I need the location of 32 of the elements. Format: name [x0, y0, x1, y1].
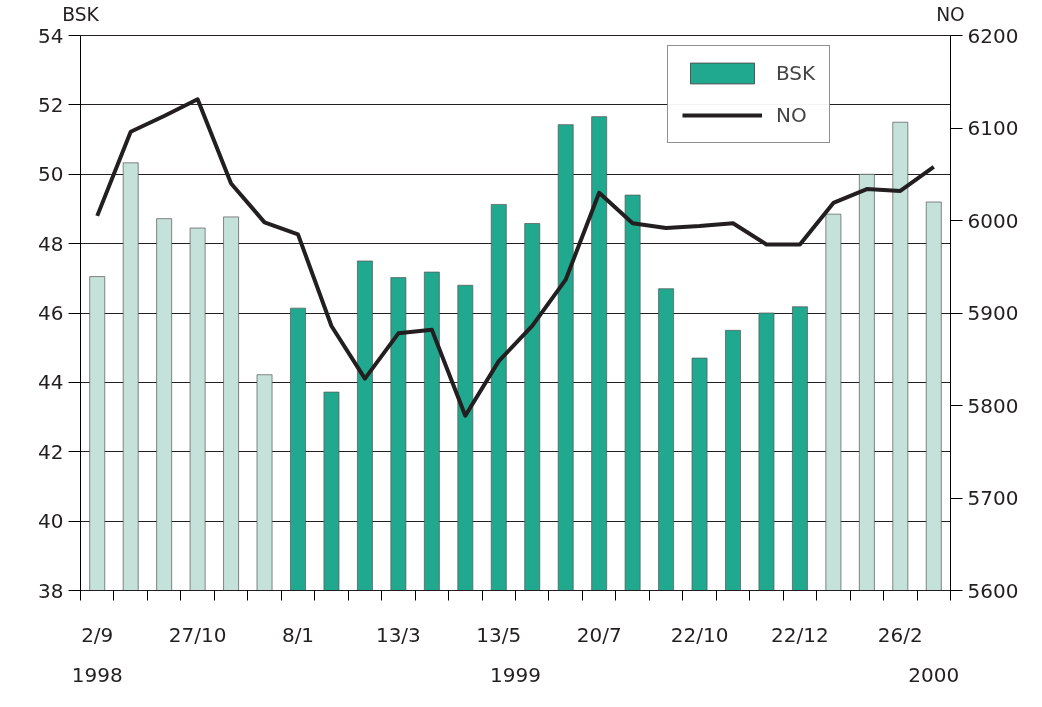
y2-tick-label: 6200 — [967, 23, 1019, 48]
x-tick-label: 13/5 — [476, 622, 522, 647]
x-tick-label: 26/2 — [877, 622, 923, 647]
y2-tick-label: 5700 — [967, 486, 1019, 510]
y-tick-label: 40 — [38, 509, 64, 534]
y-tick-label: 50 — [38, 162, 64, 187]
y2-tick-label: 6100 — [967, 116, 1019, 140]
y2-tick-label: 5600 — [967, 578, 1019, 603]
legend-label: BSK — [776, 61, 816, 85]
x-tick-label: 13/3 — [375, 622, 421, 647]
y-tick-label: 54 — [38, 23, 64, 48]
y-tick-label: 48 — [38, 231, 64, 256]
y2-tick-label: 6000 — [967, 208, 1019, 233]
y-axis-title: BSK — [62, 3, 100, 25]
y2-tick-label: 5900 — [967, 301, 1019, 325]
text: 1998 — [71, 662, 123, 687]
x-tick-label: 22/12 — [771, 622, 829, 647]
y-tick-label: 42 — [38, 439, 64, 464]
x-tick-label: 20/7 — [576, 622, 622, 647]
y-tick-label: 44 — [38, 370, 64, 395]
y-tick-label: 52 — [38, 92, 64, 117]
y-tick-label: 38 — [38, 578, 64, 603]
legend-label: NO — [776, 103, 807, 127]
x-tick-label: 22/10 — [670, 622, 729, 647]
text: 1999 — [490, 662, 541, 687]
y2-tick-label: 5800 — [967, 393, 1019, 418]
x-tick-label: 8/1 — [281, 622, 315, 647]
text: 2000 — [908, 662, 960, 687]
y2-axis-title: NO — [936, 3, 965, 25]
y-tick-label: 46 — [38, 301, 64, 325]
x-tick-label: 2/9 — [81, 622, 114, 647]
x-tick-label: 27/10 — [168, 622, 227, 647]
